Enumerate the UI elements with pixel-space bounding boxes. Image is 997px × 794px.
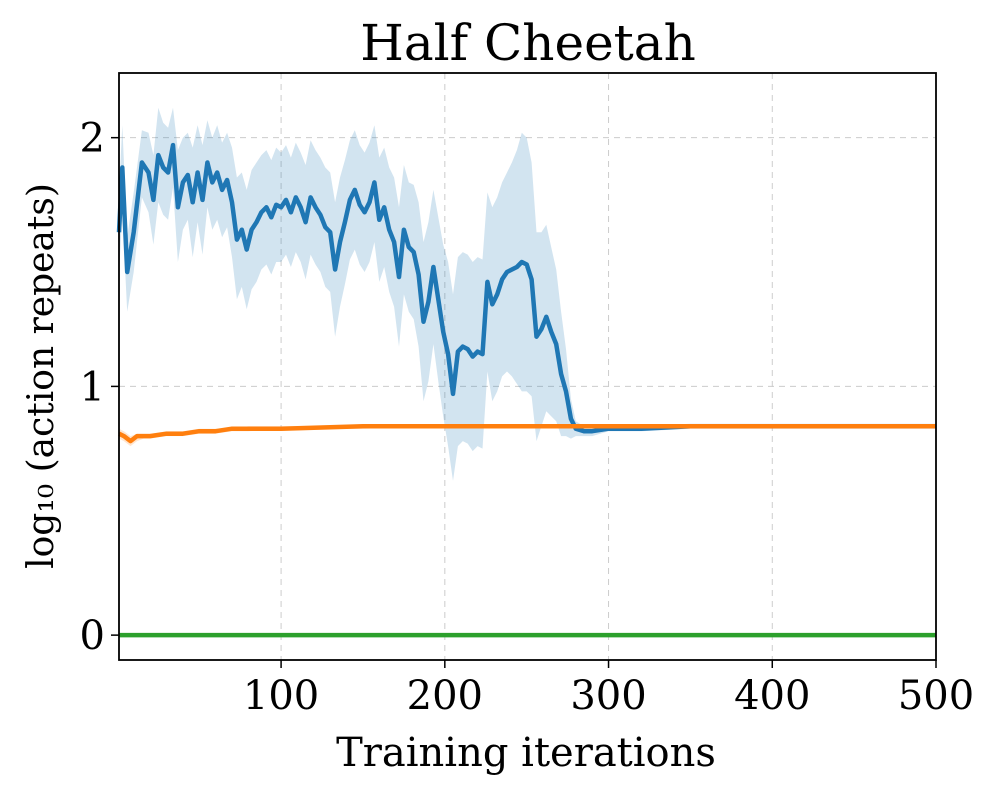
x-tick-label: 200 [407,673,483,719]
confidence-bands [119,107,936,481]
band-blue [119,107,936,481]
series-line-blue [116,142,936,434]
chart-title: Half Cheetah [360,14,696,72]
x-axis-label: Training iterations [336,730,716,776]
series-lines [116,142,936,638]
plot-frame [118,72,937,661]
y-tick-label: 2 [80,116,105,162]
y-axis-ticks: 0 1 2 [80,116,119,659]
x-tick-label: 500 [898,673,974,719]
y-tick-label: 1 [80,364,105,410]
x-tick-label: 400 [734,673,810,719]
y-tick-label: 0 [80,613,105,659]
series-line-orange [118,423,936,444]
x-axis-ticks: 100 200 300 400 500 [243,660,974,719]
y-axis-label: log₁₀ (action repeats) [21,183,62,569]
x-tick-label: 100 [243,673,319,719]
x-tick-label: 300 [570,673,646,719]
